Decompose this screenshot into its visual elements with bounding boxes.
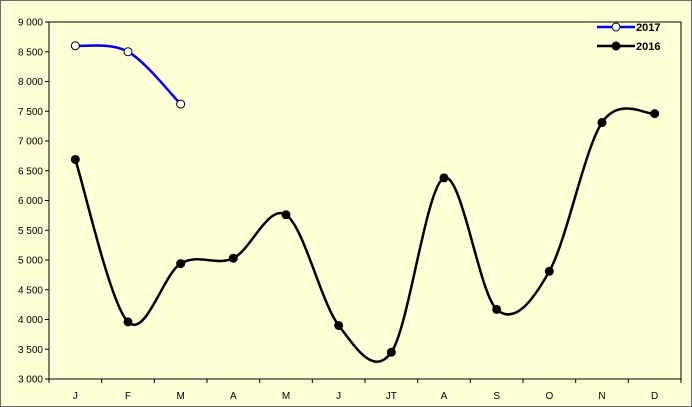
series-2016-point	[70, 154, 80, 164]
y-tick-label: 8 000	[18, 77, 43, 88]
series-2016-point	[123, 317, 133, 327]
series-2016-point	[597, 118, 607, 128]
x-axis: J F M A M J JT A S O N D	[48, 379, 682, 402]
legend-item-2017-label: 2017	[636, 22, 660, 34]
series-2016-point	[334, 320, 344, 330]
series-2016-point	[544, 266, 554, 276]
x-tick-label: M	[176, 391, 184, 402]
x-tick-label: D	[651, 391, 658, 402]
series-2016-point	[228, 253, 238, 263]
y-tick-label: 4 500	[18, 285, 43, 296]
series-2017-group	[70, 41, 186, 109]
series-2016-point	[439, 173, 449, 183]
y-axis: 3 000 3 500 4 000 4 500 5 000 5 500 6 000 6 500…	[18, 18, 49, 386]
y-tick-label: 7 000	[18, 137, 43, 148]
x-tick-label: J	[336, 391, 341, 402]
x-tick-label: O	[545, 391, 553, 402]
legend: 2017 2016	[597, 22, 660, 53]
x-tick-label: M	[282, 391, 290, 402]
x-tick-label: N	[598, 391, 605, 402]
series-2016-point	[650, 109, 660, 119]
x-tick-label: F	[125, 391, 131, 402]
legend-item-2016-label: 2016	[636, 41, 660, 53]
y-tick-label: 5 000	[18, 256, 43, 267]
y-tick-label: 4 000	[18, 315, 43, 326]
series-2016-line	[74, 107, 656, 363]
x-tick-label: A	[230, 391, 237, 402]
x-tick-label: A	[441, 391, 448, 402]
x-tick-label: J	[73, 391, 78, 402]
series-2016-point	[386, 347, 396, 357]
series-2017-point	[123, 47, 133, 57]
legend-item-2016-marker	[611, 41, 621, 51]
y-tick-label: 9 000	[18, 18, 43, 29]
y-tick-label: 8 500	[18, 47, 43, 58]
series-2016-point	[176, 259, 186, 269]
series-2017-point	[176, 99, 186, 109]
x-tick-label: JT	[386, 391, 397, 402]
y-tick-label: 3 000	[18, 375, 43, 386]
y-tick-label: 6 500	[18, 166, 43, 177]
x-tick-label: S	[493, 391, 500, 402]
series-2016-group	[70, 107, 660, 363]
series-2017-point	[70, 41, 80, 51]
y-tick-label: 3 500	[18, 345, 43, 356]
y-tick-label: 5 500	[18, 226, 43, 237]
y-tick-label: 7 500	[18, 107, 43, 118]
legend-item-2017-marker	[611, 22, 621, 32]
y-tick-label: 6 000	[18, 196, 43, 207]
series-layer	[70, 41, 660, 363]
plot-area	[48, 21, 682, 380]
series-2016-point	[492, 304, 502, 314]
series-2016-point	[281, 210, 291, 220]
